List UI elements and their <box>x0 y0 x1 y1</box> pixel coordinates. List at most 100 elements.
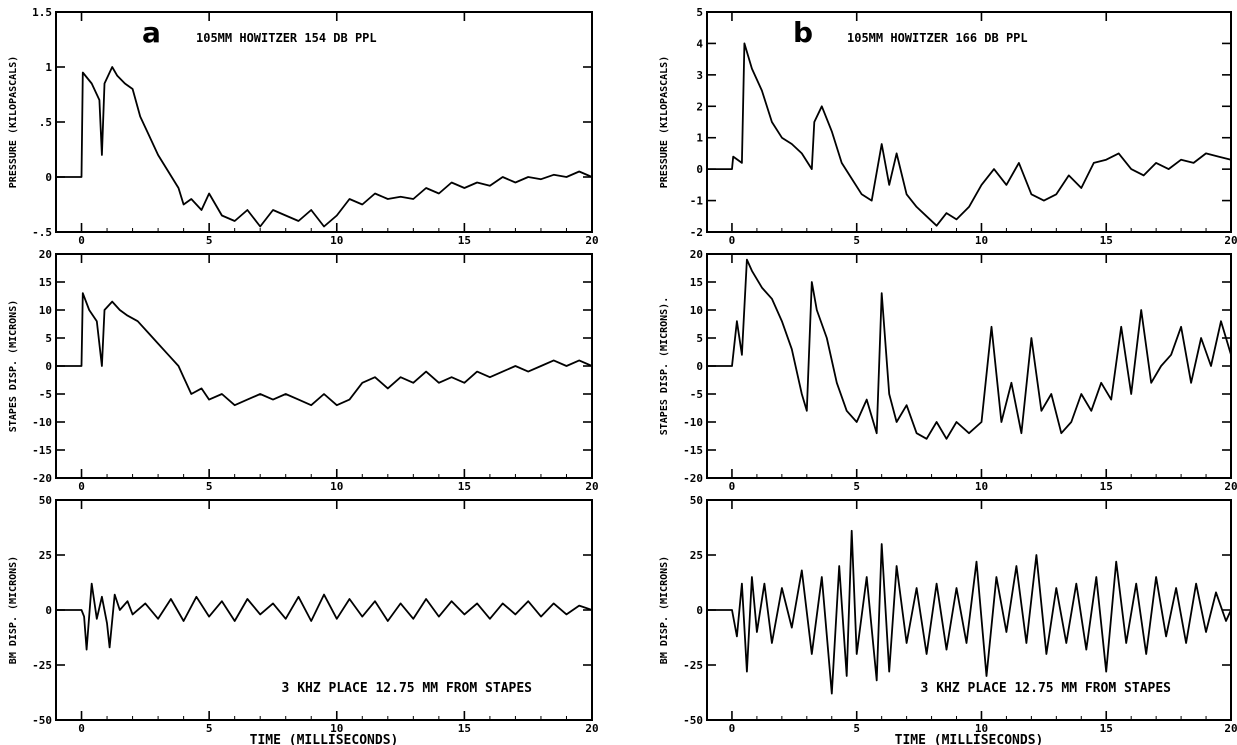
y-tick-label: -10 <box>683 416 703 429</box>
panel-annotation: 3 KHZ PLACE 12.75 MM FROM STAPES <box>921 681 1172 696</box>
x-tick-label: 20 <box>585 234 598 247</box>
series-line <box>707 42 1232 227</box>
y-tick-label: 50 <box>39 494 52 507</box>
x-tick-label: 15 <box>1100 480 1113 493</box>
y-axis-label: PRESSURE (KILOPASCALS) <box>659 56 670 188</box>
x-tick-label: 20 <box>585 480 598 493</box>
series-line <box>56 292 593 407</box>
y-tick-label: 15 <box>690 276 703 289</box>
y-tick-label: 0 <box>696 360 703 373</box>
x-tick-label: 10 <box>330 480 343 493</box>
panel-letter: a <box>142 16 161 49</box>
panel-a2: 0 5 10 15 20 -20 -15 -10 -5 0 5 10 15 20 STAPES DISP. … <box>8 248 599 493</box>
y-tick-label: 0 <box>45 171 52 184</box>
y-tick-label: -20 <box>32 472 52 485</box>
x-tick-label: 15 <box>1100 722 1113 735</box>
y-tick-label: 1 <box>696 132 703 145</box>
plot-frame <box>55 253 593 479</box>
y-tick-label: 25 <box>39 549 52 562</box>
y-axis-label: STAPES DISP. (MICRONS) <box>8 300 19 432</box>
x-tick-label: 15 <box>1100 234 1113 247</box>
x-tick-label: 10 <box>330 234 343 247</box>
x-tick-label: 5 <box>853 234 860 247</box>
y-tick-label: -15 <box>683 444 703 457</box>
y-tick-label: -.5 <box>32 226 52 239</box>
x-tick-label: 20 <box>585 722 598 735</box>
panel-annotation: 3 KHZ PLACE 12.75 MM FROM STAPES <box>282 681 533 696</box>
x-tick-label: 10 <box>975 722 988 735</box>
panel-letter: b <box>793 16 813 49</box>
y-axis-label: STAPES DISP. (MICRONS). <box>659 297 670 435</box>
x-tick-label: 0 <box>78 722 85 735</box>
panel-b3: 0 5 10 15 20 -50 -25 0 25 50 BM DISP. (MICRONS) TIM… <box>659 494 1237 745</box>
y-tick-label: -1 <box>690 195 704 208</box>
y-tick-label: 10 <box>39 304 52 317</box>
series-line <box>707 529 1232 695</box>
panel-b1: 0 5 10 15 20 -2 -1 0 1 2 3 4 5 PRESSURE (KILOPASCALS)… <box>659 6 1237 247</box>
x-tick-label: 5 <box>206 722 213 735</box>
x-axis-label: TIME (MILLISECONDS) <box>895 733 1044 745</box>
y-tick-label: -50 <box>683 714 703 727</box>
y-tick-label: 3 <box>696 69 703 82</box>
y-tick-label: 15 <box>39 276 52 289</box>
y-tick-label: -25 <box>683 659 703 672</box>
x-tick-label: 15 <box>458 722 471 735</box>
y-tick-label: 4 <box>696 37 703 50</box>
y-tick-label: -5 <box>690 388 703 401</box>
y-tick-label: -50 <box>32 714 52 727</box>
x-tick-label: 20 <box>1224 234 1237 247</box>
y-tick-label: 1 <box>45 61 52 74</box>
plot-frame <box>706 253 1232 479</box>
panel-title: 105MM HOWITZER 154 DB PPL <box>196 31 377 45</box>
x-tick-label: 5 <box>853 480 860 493</box>
y-tick-label: 25 <box>690 549 703 562</box>
y-axis-label: BM DISP. (MICRONS) <box>8 556 19 664</box>
x-tick-label: 20 <box>1224 480 1237 493</box>
y-tick-label: 5 <box>696 6 703 19</box>
y-tick-label: -10 <box>32 416 52 429</box>
y-tick-label: -20 <box>683 472 703 485</box>
panel-a3: 0 5 10 15 20 -50 -25 0 25 50 BM DISP. (MICRONS) TIM… <box>8 494 599 745</box>
y-axis-label: BM DISP. (MICRONS) <box>659 556 670 664</box>
panel-a1: 0 5 10 15 20 -.5 0 .5 1 1.5 PRESSURE (KILOPASCALS)… <box>8 6 599 247</box>
panel-b2: 0 5 10 15 20 -20 -15 -10 -5 0 5 10 15 20 STAPES DISP. … <box>659 248 1237 493</box>
y-tick-label: -15 <box>32 444 52 457</box>
y-tick-label: -25 <box>32 659 52 672</box>
x-tick-label: 15 <box>458 480 471 493</box>
x-tick-label: 10 <box>330 722 343 735</box>
x-tick-label: 0 <box>729 480 736 493</box>
x-tick-label: 0 <box>729 234 736 247</box>
y-tick-label: -2 <box>690 226 703 239</box>
y-tick-label: 0 <box>696 163 703 176</box>
x-tick-label: 5 <box>206 234 213 247</box>
x-tick-label: 10 <box>975 234 988 247</box>
series-line <box>56 66 593 228</box>
y-tick-label: 20 <box>690 248 703 261</box>
y-tick-label: 0 <box>696 604 703 617</box>
x-tick-label: 0 <box>729 722 736 735</box>
x-tick-label: 0 <box>78 480 85 493</box>
series-line <box>56 582 593 651</box>
x-tick-label: 10 <box>975 480 988 493</box>
y-tick-label: 10 <box>690 304 703 317</box>
x-axis-label: TIME (MILLISECONDS) <box>250 733 399 745</box>
y-tick-label: 0 <box>45 360 52 373</box>
y-tick-label: 5 <box>696 332 703 345</box>
x-tick-label: 20 <box>1224 722 1237 735</box>
y-tick-label: 5 <box>45 332 52 345</box>
x-tick-label: 5 <box>853 722 860 735</box>
y-tick-label: .5 <box>39 116 52 129</box>
plot-frame <box>706 11 1232 233</box>
plot-frame <box>55 11 593 233</box>
y-tick-label: 1.5 <box>32 6 52 19</box>
x-tick-label: 15 <box>458 234 471 247</box>
panel-title: 105MM HOWITZER 166 DB PPL <box>847 31 1028 45</box>
x-tick-label: 0 <box>78 234 85 247</box>
x-tick-label: 5 <box>206 480 213 493</box>
y-tick-label: 50 <box>690 494 703 507</box>
y-tick-label: 2 <box>696 100 703 113</box>
y-tick-label: -5 <box>39 388 52 401</box>
y-tick-label: 20 <box>39 248 52 261</box>
series-line <box>707 258 1232 440</box>
